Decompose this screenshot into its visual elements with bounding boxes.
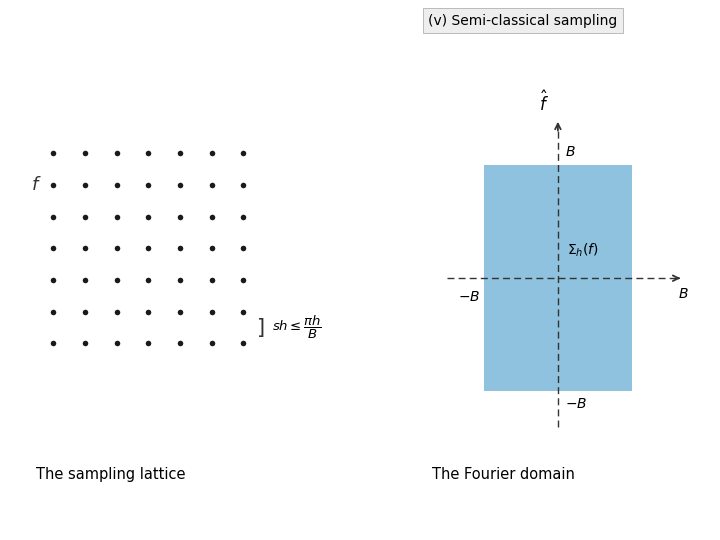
Point xyxy=(238,212,249,221)
Point xyxy=(111,244,122,253)
Point xyxy=(79,307,91,316)
Point xyxy=(174,212,186,221)
Point xyxy=(143,212,154,221)
Text: $f$: $f$ xyxy=(30,176,41,194)
Text: $\hat{f}$: $\hat{f}$ xyxy=(539,91,549,116)
Point xyxy=(238,244,249,253)
Point xyxy=(206,339,217,348)
Point xyxy=(79,149,91,158)
Point xyxy=(174,339,186,348)
Point xyxy=(238,149,249,158)
Point xyxy=(48,244,59,253)
Point xyxy=(111,212,122,221)
Point xyxy=(79,276,91,285)
Point xyxy=(238,339,249,348)
Point xyxy=(206,244,217,253)
Point xyxy=(174,149,186,158)
Point xyxy=(143,149,154,158)
Point xyxy=(143,339,154,348)
Point xyxy=(206,181,217,190)
Text: $\Sigma_h(f)$: $\Sigma_h(f)$ xyxy=(567,241,599,259)
Point xyxy=(174,276,186,285)
Text: (v) Semi-classical sampling: (v) Semi-classical sampling xyxy=(428,14,618,28)
Bar xyxy=(484,165,632,392)
Point xyxy=(79,339,91,348)
Point xyxy=(79,181,91,190)
Text: ]: ] xyxy=(257,318,265,338)
Point xyxy=(238,307,249,316)
Point xyxy=(143,307,154,316)
Point xyxy=(48,339,59,348)
Point xyxy=(111,307,122,316)
Point xyxy=(174,244,186,253)
Point xyxy=(111,339,122,348)
Point xyxy=(48,181,59,190)
Point xyxy=(48,149,59,158)
Point xyxy=(79,244,91,253)
Point xyxy=(174,307,186,316)
Point xyxy=(111,181,122,190)
Point xyxy=(143,244,154,253)
Point xyxy=(111,276,122,285)
Text: $B$: $B$ xyxy=(678,287,688,301)
Point xyxy=(48,276,59,285)
Point xyxy=(238,276,249,285)
Text: $sh \leq \dfrac{\pi h}{B}$: $sh \leq \dfrac{\pi h}{B}$ xyxy=(272,314,322,341)
Point xyxy=(174,181,186,190)
Point xyxy=(143,276,154,285)
Point xyxy=(206,276,217,285)
Point xyxy=(206,212,217,221)
Point xyxy=(111,149,122,158)
Point xyxy=(48,212,59,221)
Text: The Fourier domain: The Fourier domain xyxy=(432,467,575,482)
Point xyxy=(238,181,249,190)
Text: $-B$: $-B$ xyxy=(565,397,588,411)
Point xyxy=(48,307,59,316)
Text: $B$: $B$ xyxy=(565,145,576,159)
Text: $-B$: $-B$ xyxy=(458,289,480,303)
Text: The sampling lattice: The sampling lattice xyxy=(36,467,186,482)
Point xyxy=(206,149,217,158)
Point xyxy=(143,181,154,190)
Point xyxy=(79,212,91,221)
Point xyxy=(206,307,217,316)
